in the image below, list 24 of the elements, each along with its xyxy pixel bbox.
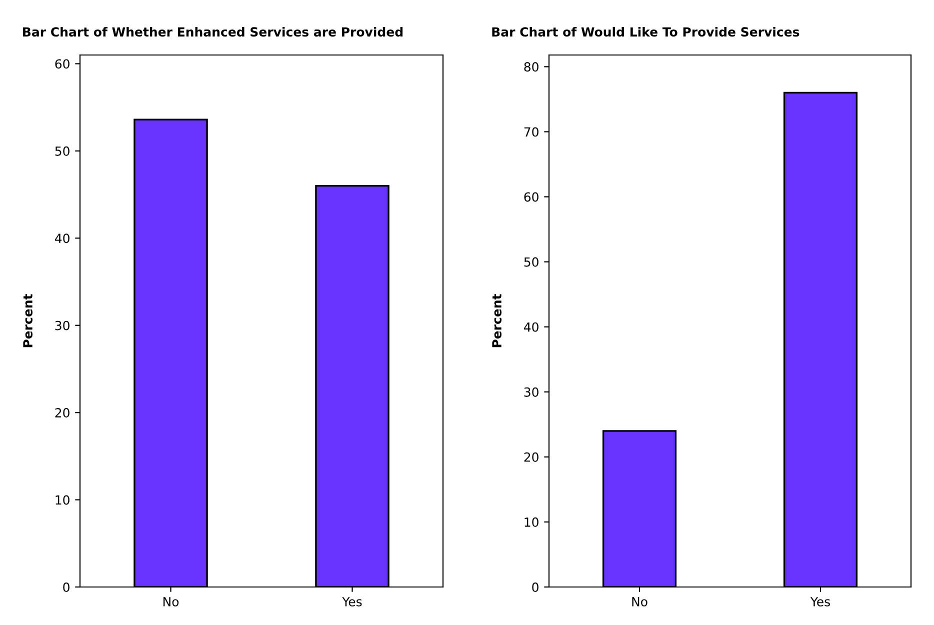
y-tick-label: 20 [55, 408, 70, 418]
y-tick-label: 60 [55, 59, 70, 69]
y-tick-label: 60 [524, 192, 538, 202]
chart-title: Bar Chart of Would Like To Provide Services [492, 26, 800, 37]
y-tick-label: 10 [56, 495, 70, 505]
y-axis-title: Percent [492, 294, 502, 348]
y-tick-label: 50 [55, 146, 70, 156]
y-tick-label: 50 [524, 257, 538, 267]
y-axis-title: Percent [23, 294, 33, 348]
y-tick-label: 40 [524, 322, 538, 332]
y-tick-label: 20 [524, 452, 538, 462]
x-tick-label: No [163, 597, 179, 606]
y-tick-label: 30 [55, 320, 70, 330]
x-tick-label: Yes [342, 597, 362, 606]
y-tick-label: 0 [63, 582, 70, 592]
y-tick-label: 70 [524, 127, 538, 137]
chart-title: Bar Chart of Whether Enhanced Services are Provided [23, 26, 403, 37]
y-tick-label: 0 [532, 582, 538, 592]
y-tick-label: 80 [524, 62, 538, 72]
y-tick-label: 30 [524, 387, 538, 397]
y-tick-label: 10 [524, 517, 538, 527]
y-tick-label: 40 [54, 234, 70, 244]
x-tick-label: No [632, 597, 648, 606]
x-tick-label: Yes [810, 597, 830, 606]
